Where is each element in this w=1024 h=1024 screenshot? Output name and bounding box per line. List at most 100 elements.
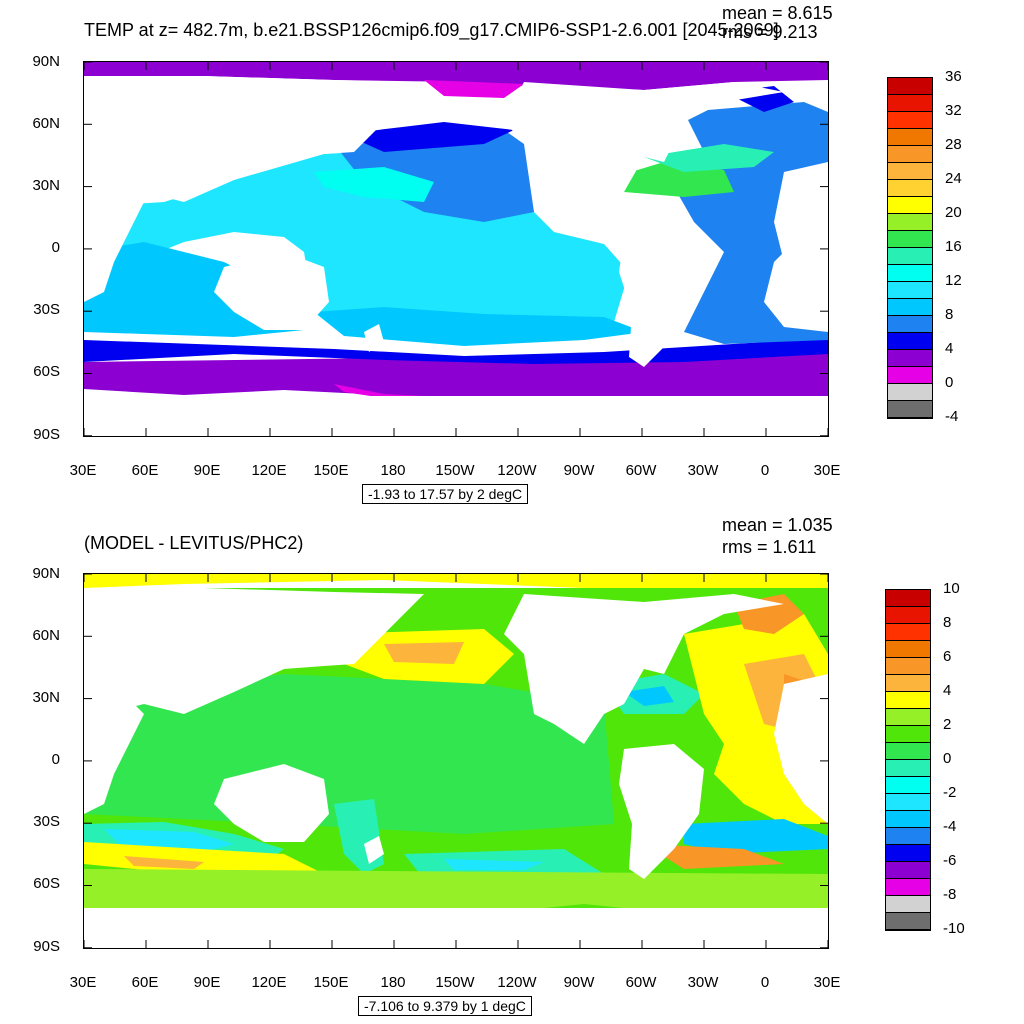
p2-lon-180: 180 <box>380 974 406 991</box>
p2-lat-30s: 30S <box>33 813 60 830</box>
colorbar-cell <box>886 811 930 828</box>
p1-lon-150e: 150E <box>313 462 349 479</box>
map1-land-namerica <box>504 82 784 232</box>
p2-lon-120w: 120W <box>497 974 537 991</box>
p1-lat-30n: 30N <box>32 177 60 194</box>
map1-pacific-blue <box>334 130 534 222</box>
map1-atlantic-green <box>614 162 734 197</box>
colorbar-cell <box>886 862 930 879</box>
p2-lon-60e: 60E <box>131 974 159 991</box>
colorbar-cell <box>886 607 930 624</box>
p2-lon-90w: 90W <box>563 974 595 991</box>
colorbar-cell <box>886 726 930 743</box>
colorbar-cell <box>888 95 932 112</box>
map1-land-nz <box>364 324 384 352</box>
colorbar-label: 16 <box>945 238 962 255</box>
p1-lon-90e: 90E <box>193 462 221 479</box>
p1-lon-60w: 60W <box>625 462 657 479</box>
colorbar-cell <box>886 828 930 845</box>
panel1-range-label: -1.93 to 17.57 by 2 degC <box>362 484 529 504</box>
colorbar-cell <box>888 401 932 418</box>
colorbar-cell <box>888 163 932 180</box>
p2-lat-30n: 30N <box>32 689 60 706</box>
p1-lat-90s: 90S <box>33 426 60 443</box>
colorbar-cell <box>888 350 932 367</box>
colorbar-label: 28 <box>945 136 962 153</box>
colorbar-cell <box>886 590 930 607</box>
colorbar-label: -4 <box>945 408 959 425</box>
colorbar-label: -2 <box>943 784 957 801</box>
map1-south-magenta <box>334 384 424 398</box>
p1-lon-0: 0 <box>760 462 770 479</box>
colorbar-cell <box>888 197 932 214</box>
colorbar-cell <box>886 845 930 862</box>
map1-south-purple <box>84 352 828 408</box>
p1-lon-120e: 120E <box>251 462 287 479</box>
colorbar-cell <box>888 248 932 265</box>
difference-map-svg <box>84 574 828 948</box>
p2-lat-90s: 90S <box>33 938 60 955</box>
panel1-mean: mean = 8.615 <box>722 3 833 23</box>
colorbar-cell <box>886 692 930 709</box>
map2-land-namerica <box>504 594 784 744</box>
map2-light-green <box>84 674 614 834</box>
colorbar-cell <box>886 794 930 811</box>
map1-land-antarctica <box>84 396 828 436</box>
map1-pacific-cyan <box>314 167 434 202</box>
colorbar-cell <box>888 367 932 384</box>
colorbar-cell <box>888 231 932 248</box>
p2-lon-30w: 30W <box>687 974 719 991</box>
colorbar-cell <box>888 146 932 163</box>
p1-lon-30e-end: 30E <box>813 462 841 479</box>
colorbar-label: 6 <box>943 648 952 665</box>
colorbar-cell <box>888 316 932 333</box>
p1-lat-60s: 60S <box>33 363 60 380</box>
colorbar-cell <box>888 333 932 350</box>
difference-map <box>83 573 829 949</box>
map1-land-eurasia-n <box>84 76 424 212</box>
p2-lat-60n: 60N <box>32 627 60 644</box>
p2-lon-90e: 90E <box>193 974 221 991</box>
colorbar-label: -8 <box>943 886 957 903</box>
map2-satl-blue <box>684 819 828 854</box>
map1-land-africa <box>84 162 144 302</box>
p2-lon-60w: 60W <box>625 974 657 991</box>
map2-orange-npac <box>384 642 464 664</box>
colorbar-cell <box>888 384 932 401</box>
colorbar-label: 0 <box>945 374 954 391</box>
p1-lon-30e: 30E <box>69 462 97 479</box>
colorbar-label: -10 <box>943 920 965 937</box>
p2-lat-60s: 60S <box>33 875 60 892</box>
colorbar-cell <box>886 913 930 930</box>
panel1-colorbar <box>887 77 933 419</box>
colorbar-cell <box>888 214 932 231</box>
panel2-title: (MODEL - LEVITUS/PHC2) <box>84 533 304 553</box>
map1-south-pac-blue <box>314 307 644 346</box>
p1-lat-0: 0 <box>51 239 60 256</box>
colorbar-cell <box>888 282 932 299</box>
colorbar-label: 36 <box>945 68 962 85</box>
p2-lon-150e: 150E <box>313 974 349 991</box>
colorbar-label: 20 <box>945 204 962 221</box>
map2-satl-orange <box>644 844 784 869</box>
p2-lon-120e: 120E <box>251 974 287 991</box>
colorbar-cell <box>888 78 932 95</box>
colorbar-label: 32 <box>945 102 962 119</box>
p1-lat-60n: 60N <box>32 115 60 132</box>
panel1-title: TEMP at z= 482.7m, b.e21.BSSP126cmip6.f0… <box>84 20 779 40</box>
p1-lat-30s: 30S <box>33 301 60 318</box>
colorbar-cell <box>886 624 930 641</box>
map2-atl-blue <box>624 686 674 706</box>
colorbar-label: -6 <box>943 852 957 869</box>
colorbar-cell <box>888 180 932 197</box>
map2-spac-blue <box>444 859 544 870</box>
colorbar-cell <box>886 760 930 777</box>
p1-lat-90n: 90N <box>32 53 60 70</box>
colorbar-label: 24 <box>945 170 962 187</box>
p2-lon-30e-end: 30E <box>813 974 841 991</box>
p2-lon-0: 0 <box>760 974 770 991</box>
p1-lon-120w: 120W <box>497 462 537 479</box>
map1-land-samerica <box>619 232 704 367</box>
map2-south-orange2 <box>124 856 204 869</box>
p2-lat-0: 0 <box>51 751 60 768</box>
